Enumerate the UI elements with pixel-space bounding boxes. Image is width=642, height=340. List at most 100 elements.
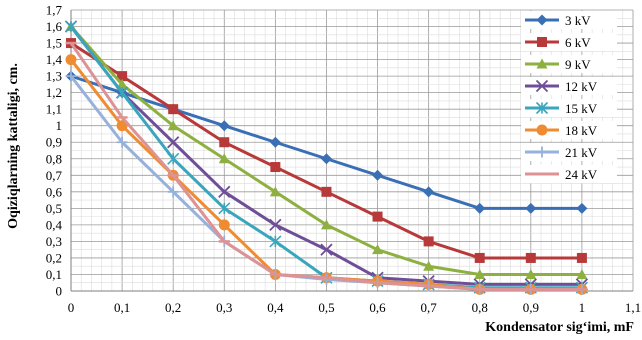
data-point <box>270 162 281 173</box>
data-point <box>474 268 486 279</box>
data-point <box>116 78 128 89</box>
legend-item-background <box>521 143 617 161</box>
legend-item-9-kv: 9 kV <box>521 55 617 73</box>
data-point <box>117 71 128 82</box>
data-point <box>65 70 77 82</box>
x-tick-label: 0,4 <box>267 300 284 315</box>
data-point <box>116 136 128 148</box>
data-point <box>269 218 282 232</box>
x-tick-label: 1 <box>579 300 586 315</box>
data-point <box>576 202 588 214</box>
data-point <box>576 252 587 263</box>
y-tick-label: 0,3 <box>46 234 62 249</box>
y-tick-label: 1,3 <box>46 69 62 84</box>
data-point <box>474 252 485 263</box>
data-point <box>320 153 332 165</box>
data-point <box>536 14 548 26</box>
data-point <box>423 186 435 198</box>
x-tick-label: 0,9 <box>523 300 539 315</box>
y-tick-label: 0,2 <box>46 250 62 265</box>
series-24-kv <box>65 41 588 291</box>
data-point <box>535 79 549 93</box>
data-point <box>116 86 129 99</box>
legend-label: 24 kV <box>565 167 598 182</box>
data-point <box>218 185 231 198</box>
data-point <box>219 137 230 148</box>
series-layer <box>64 20 589 295</box>
data-point <box>64 20 78 33</box>
legend-label: 15 kV <box>565 101 598 116</box>
legend-item-24-kv: 24 kV <box>521 165 617 183</box>
y-tick-label: 0,7 <box>46 168 63 183</box>
data-point <box>525 252 536 263</box>
data-point <box>167 136 180 149</box>
x-tick-label: 0,5 <box>318 300 334 315</box>
y-tick-label: 0,4 <box>46 217 63 232</box>
y-tick-label: 1,2 <box>46 85 62 100</box>
y-tick-label: 1,6 <box>46 19 63 34</box>
legend-item-18-kv: 18 kV <box>521 121 617 139</box>
data-point <box>535 101 549 115</box>
y-tick-label: 1 <box>56 118 63 133</box>
data-point <box>167 152 180 165</box>
y-tick-label: 0 <box>56 284 63 299</box>
data-point <box>525 202 537 214</box>
legend-label: 18 kV <box>565 123 598 138</box>
legend-item-background <box>521 11 617 29</box>
legend-item-15-kv: 15 kV <box>521 99 617 117</box>
legend-item-21-kv: 21 kV <box>521 143 617 161</box>
data-point <box>372 169 384 181</box>
data-point <box>269 136 281 148</box>
data-point <box>320 219 332 230</box>
x-tick-label: 0,7 <box>421 300 438 315</box>
data-point <box>218 120 230 132</box>
data-point <box>474 202 486 214</box>
data-point <box>536 146 548 158</box>
y-tick-label: 1,4 <box>46 52 63 67</box>
y-tick-label: 0,5 <box>46 201 62 216</box>
legend-item-12-kv: 12 kV <box>521 77 617 95</box>
x-tick-label: 0 <box>68 300 75 315</box>
data-point <box>116 120 128 132</box>
legend-item-3-kv: 3 kV <box>521 11 617 29</box>
data-point <box>269 186 281 197</box>
legend-label: 9 kV <box>565 57 591 72</box>
data-point <box>525 268 537 279</box>
y-axis-title: Oqiziqlarning kattaligi, cm. <box>6 63 21 229</box>
legend: 3 kV 6 kV 9 kV 12 kV 15 kV 18 kV 21 kV 24 kV <box>521 11 617 183</box>
y-tick-label: 0,8 <box>46 151 62 166</box>
x-tick-label: 0,8 <box>472 300 488 315</box>
y-tick-label: 0,9 <box>46 135 62 150</box>
data-point <box>536 58 548 69</box>
y-tick-label: 1,7 <box>46 3 63 18</box>
data-point <box>167 186 179 198</box>
x-axis-title: Kondensator sig‘imi, mF <box>485 320 634 335</box>
data-point <box>576 268 588 279</box>
legend-label: 3 kV <box>565 13 591 28</box>
data-point <box>218 202 231 215</box>
y-tick-label: 1,1 <box>46 102 62 117</box>
data-point <box>423 236 434 247</box>
y-tick-label: 0,6 <box>46 184 63 199</box>
data-point <box>372 244 384 255</box>
grid-lines <box>70 9 634 292</box>
data-point <box>423 260 435 271</box>
data-point <box>218 153 230 164</box>
series-9-kv <box>65 21 588 279</box>
data-point <box>537 37 547 47</box>
legend-item-background <box>521 99 617 117</box>
x-tick-label: 1,1 <box>625 300 641 315</box>
legend-label: 21 kV <box>565 145 598 160</box>
y-tick-label: 1,5 <box>46 36 62 51</box>
axes: 00,10,20,30,40,50,60,70,80,911,11,21,31,… <box>46 3 641 316</box>
data-point <box>269 235 282 248</box>
legend-item-6-kv: 6 kV <box>521 33 617 51</box>
data-point <box>372 211 383 222</box>
data-point <box>536 124 548 136</box>
data-point <box>167 120 179 131</box>
x-tick-label: 0,1 <box>114 300 130 315</box>
data-point <box>65 54 77 66</box>
data-point <box>321 186 332 197</box>
y-tick-label: 0,1 <box>46 267 62 282</box>
